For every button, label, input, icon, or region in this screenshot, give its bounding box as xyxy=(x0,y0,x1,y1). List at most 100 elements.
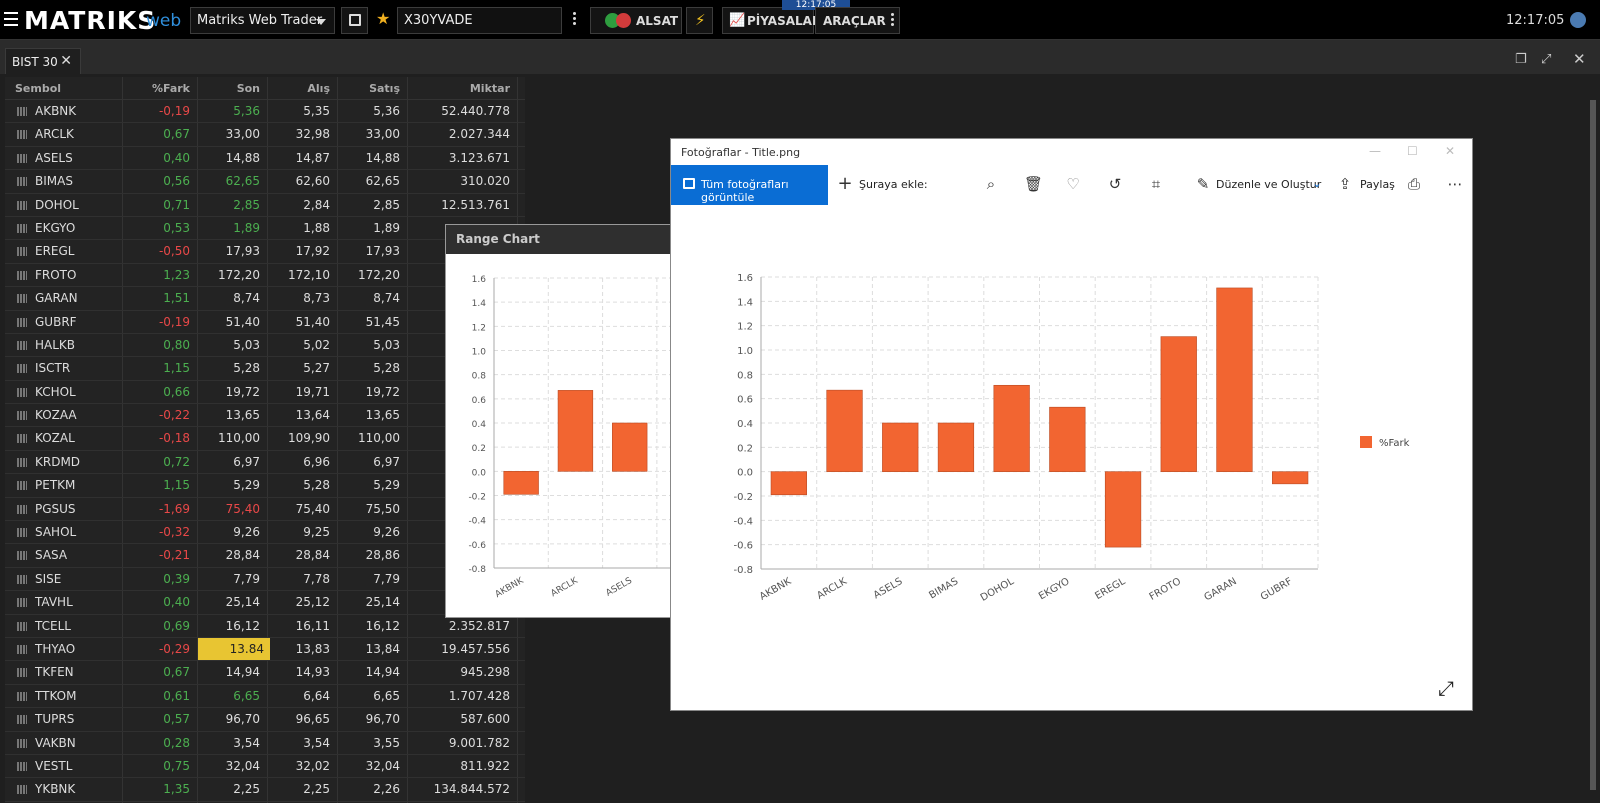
tab-bist30[interactable]: BIST 30 ✕ xyxy=(5,48,81,74)
piyasalar-button[interactable]: 📈 PİYASALAR xyxy=(722,7,821,34)
table-row[interactable]: BIMAS 0,56 62,65 62,60 62,65 310.020 xyxy=(5,170,525,194)
table-row[interactable]: KCHOL 0,66 19,72 19,71 19,72 xyxy=(5,381,525,405)
maximize-icon[interactable]: ☐ xyxy=(1407,144,1418,158)
table-row[interactable]: ASELS 0,40 14,88 14,87 14,88 3.123.671 xyxy=(5,147,525,171)
share-button[interactable]: Paylaş xyxy=(1360,178,1395,191)
minimize-icon[interactable]: — xyxy=(1369,144,1381,158)
drag-handle-icon[interactable] xyxy=(17,223,27,233)
heart-icon[interactable]: ♡ xyxy=(1066,175,1080,193)
table-row[interactable]: VESTL 0,75 32,04 32,02 32,04 811.922 xyxy=(5,755,525,779)
star-icon[interactable]: ★ xyxy=(376,9,391,28)
close-icon[interactable]: ✕ xyxy=(60,53,72,69)
drag-handle-icon[interactable] xyxy=(17,130,27,140)
drag-handle-icon[interactable] xyxy=(17,574,27,584)
table-row[interactable]: VAKBN 0,28 3,54 3,54 3,55 9.001.782 xyxy=(5,732,525,755)
header-symbol[interactable]: Sembol xyxy=(15,82,62,95)
flash-button[interactable]: ⚡ xyxy=(686,7,713,34)
drag-handle-icon[interactable] xyxy=(17,551,27,561)
table-row[interactable]: YKBNK 1,35 2,25 2,25 2,26 134.844.572 xyxy=(5,778,525,802)
save-button[interactable] xyxy=(341,7,368,34)
workspace-select[interactable]: Matriks Web Trader xyxy=(190,7,335,34)
table-row[interactable]: TKFEN 0,67 14,94 14,93 14,94 945.298 xyxy=(5,661,525,685)
plus-icon[interactable]: + xyxy=(837,173,853,194)
maximize-icon[interactable]: ⤢ xyxy=(1541,52,1552,67)
table-row[interactable]: TAVHL 0,40 25,14 25,12 25,14 xyxy=(5,591,525,615)
rotate-icon[interactable]: ↺ xyxy=(1108,175,1122,193)
table-row[interactable]: SASA -0,21 28,84 28,84 28,86 xyxy=(5,544,525,568)
drag-handle-icon[interactable] xyxy=(17,644,27,654)
drag-handle-icon[interactable] xyxy=(17,107,27,116)
table-row[interactable]: GARAN 1,51 8,74 8,73 8,74 xyxy=(5,287,525,311)
view-all-photos-button[interactable]: Tüm fotoğrafları görüntüle xyxy=(671,165,828,205)
header-pct[interactable]: %Fark xyxy=(151,82,190,95)
alsat-button[interactable]: ALSAT xyxy=(590,7,682,34)
table-row[interactable]: KRDMD 0,72 6,97 6,96 6,97 xyxy=(5,451,525,475)
drag-handle-icon[interactable] xyxy=(17,621,27,631)
more-icon[interactable] xyxy=(573,12,577,27)
add-to-button[interactable]: Şuraya ekle: xyxy=(859,178,928,191)
table-row[interactable]: PETKM 1,15 5,29 5,28 5,29 xyxy=(5,474,525,498)
drag-handle-icon[interactable] xyxy=(17,200,27,210)
drag-handle-icon[interactable] xyxy=(17,294,27,304)
table-row[interactable]: TUPRS 0,57 96,70 96,65 96,70 587.600 xyxy=(5,708,525,732)
header-miktar[interactable]: Miktar xyxy=(469,82,510,95)
table-row[interactable]: SISE 0,39 7,79 7,78 7,79 xyxy=(5,568,525,592)
chevron-down-icon[interactable]: ⌄ xyxy=(1312,177,1322,190)
table-row[interactable]: DOHOL 0,71 2,85 2,84 2,85 12.513.761 xyxy=(5,194,525,217)
table-row[interactable]: GUBRF -0,19 51,40 51,40 51,45 xyxy=(5,311,525,334)
table-row[interactable]: TTKOM 0,61 6,65 6,64 6,65 1.707.428 xyxy=(5,685,525,709)
drag-handle-icon[interactable] xyxy=(17,434,27,444)
header-alis[interactable]: Alış xyxy=(307,82,330,95)
edit-create-button[interactable]: Düzenle ve Oluştur xyxy=(1216,178,1322,191)
print-icon[interactable]: ⎙ xyxy=(1407,175,1420,193)
drag-handle-icon[interactable] xyxy=(17,387,27,397)
drag-handle-icon[interactable] xyxy=(17,528,27,538)
photos-window[interactable]: Fotoğraflar - Title.png — ☐ ✕ Tüm fotoğr… xyxy=(670,138,1473,711)
header-satis[interactable]: Satış xyxy=(369,82,400,95)
table-row[interactable]: KOZAA -0,22 13,65 13,64 13,65 xyxy=(5,404,525,428)
range-chart-window[interactable]: Range Chart 1.6 1.4 1.2 1.0 0.8 0.6 0.4 0.2 0.0 -… xyxy=(445,224,684,618)
araclar-button[interactable]: ARAÇLAR xyxy=(815,7,900,34)
drag-handle-icon[interactable] xyxy=(17,411,27,421)
header-son[interactable]: Son xyxy=(236,82,260,95)
table-row[interactable]: HALKB 0,80 5,03 5,02 5,03 xyxy=(5,334,525,358)
drag-handle-icon[interactable] xyxy=(17,481,27,491)
expand-icon[interactable]: ⤢ xyxy=(1438,676,1454,700)
drag-handle-icon[interactable] xyxy=(17,785,27,795)
drag-handle-icon[interactable] xyxy=(17,668,27,678)
drag-handle-icon[interactable] xyxy=(17,153,27,163)
table-row[interactable]: KOZAL -0,18 110,00 109,90 110,00 xyxy=(5,427,525,451)
table-row[interactable]: ISCTR 1,15 5,28 5,27 5,28 xyxy=(5,357,525,381)
drag-handle-icon[interactable] xyxy=(17,364,27,374)
table-row[interactable]: EREGL -0,50 17,93 17,92 17,93 xyxy=(5,240,525,264)
drag-handle-icon[interactable] xyxy=(17,738,27,748)
drag-handle-icon[interactable] xyxy=(17,598,27,608)
drag-handle-icon[interactable] xyxy=(17,691,27,701)
user-icon[interactable] xyxy=(1570,12,1586,28)
symbol-input[interactable]: X30YVADE xyxy=(397,7,562,34)
zoom-icon[interactable]: ⌕ xyxy=(986,175,996,193)
close-icon[interactable]: ✕ xyxy=(1445,144,1456,158)
scrollbar[interactable] xyxy=(1590,100,1596,790)
drag-handle-icon[interactable] xyxy=(17,457,27,467)
drag-handle-icon[interactable] xyxy=(17,761,27,771)
menu-icon[interactable] xyxy=(4,12,18,26)
drag-handle-icon[interactable] xyxy=(17,340,27,350)
more-icon[interactable]: ⋯ xyxy=(1447,175,1463,193)
table-row[interactable]: EKGYO 0,53 1,89 1,88 1,89 xyxy=(5,217,525,241)
drag-handle-icon[interactable] xyxy=(17,504,27,514)
delete-icon[interactable]: 🗑 xyxy=(1024,175,1044,193)
close-icon[interactable]: ✕ xyxy=(1573,50,1586,68)
table-row[interactable]: FROTO 1,23 172,20 172,10 172,20 xyxy=(5,264,525,288)
table-row[interactable]: THYAO -0,29 13.84 13,83 13,84 19.457.556 xyxy=(5,637,525,662)
drag-handle-icon[interactable] xyxy=(17,247,27,257)
crop-icon[interactable]: ⌗ xyxy=(1151,175,1161,193)
restore-icon[interactable]: ❐ xyxy=(1515,52,1527,67)
drag-handle-icon[interactable] xyxy=(17,317,27,327)
table-row[interactable]: SAHOL -0,32 9,26 9,25 9,26 xyxy=(5,521,525,545)
table-row[interactable]: ARCLK 0,67 33,00 32,98 33,00 2.027.344 xyxy=(5,123,525,147)
table-row[interactable]: AKBNK -0,19 5,36 5,35 5,36 52.440.778 xyxy=(5,100,525,124)
drag-handle-icon[interactable] xyxy=(17,715,27,725)
drag-handle-icon[interactable] xyxy=(17,270,27,280)
drag-handle-icon[interactable] xyxy=(17,177,27,187)
